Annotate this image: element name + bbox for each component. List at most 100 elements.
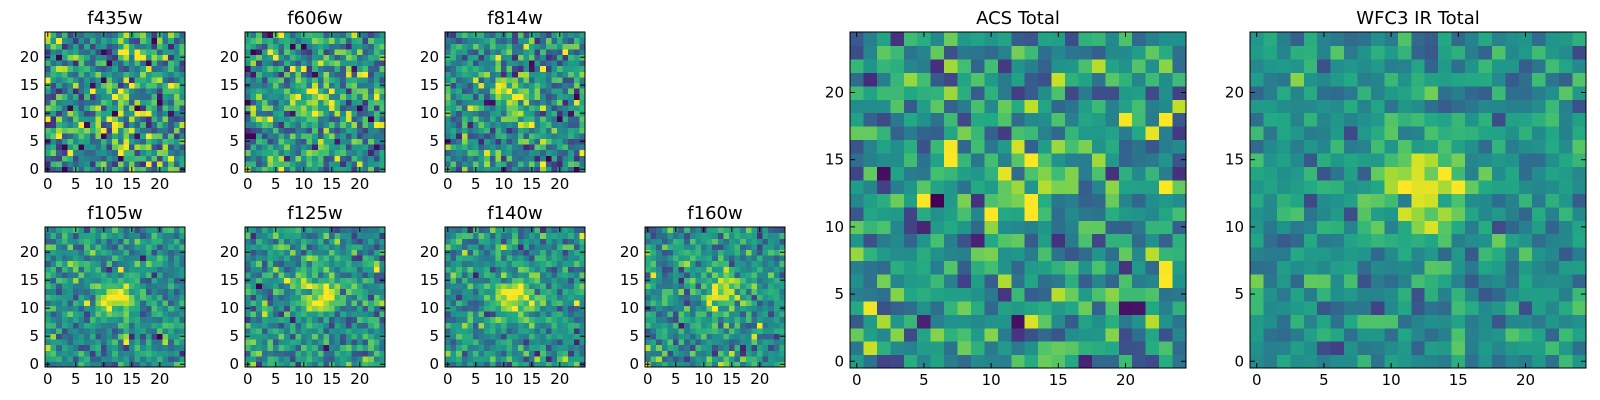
pixel-cell xyxy=(173,299,180,306)
pixel-cell xyxy=(56,82,63,89)
pixel-cell xyxy=(450,227,457,234)
pixel-cell xyxy=(61,37,68,44)
pixel-cell xyxy=(245,71,252,78)
pixel-cell xyxy=(551,311,558,318)
pixel-cell xyxy=(768,283,775,290)
pixel-cell xyxy=(506,144,513,151)
pixel-cell xyxy=(673,294,680,301)
x-tick-label: 10 xyxy=(294,175,313,193)
pixel-cell xyxy=(568,93,575,100)
pixel-cell xyxy=(484,132,491,139)
pixel-cell xyxy=(529,160,536,167)
pixel-cell xyxy=(970,273,985,288)
pixel-cell xyxy=(168,266,175,273)
pixel-cell xyxy=(673,316,680,323)
pixel-cell xyxy=(517,333,524,340)
pixel-cell xyxy=(61,243,68,250)
pixel-cell xyxy=(284,283,291,290)
pixel-cell xyxy=(495,116,502,123)
pixel-cell xyxy=(450,238,457,245)
pixel-cell xyxy=(461,299,468,306)
pixel-cell xyxy=(379,48,386,55)
pixel-cell xyxy=(323,48,330,55)
pixel-cell xyxy=(495,344,502,351)
pixel-cell xyxy=(734,344,741,351)
pixel-cell xyxy=(890,260,905,275)
pixel-cell xyxy=(1011,300,1026,315)
pixel-cell xyxy=(67,283,74,290)
pixel-cell xyxy=(562,71,569,78)
pixel-cell xyxy=(450,65,457,72)
pixel-cell xyxy=(67,316,74,323)
pixel-cell xyxy=(117,350,124,357)
pixel-cell xyxy=(368,138,375,145)
pixel-cell xyxy=(50,104,57,111)
pixel-cell xyxy=(461,350,468,357)
pixel-cell xyxy=(101,48,108,55)
pixel-cell xyxy=(944,327,959,342)
pixel-cell xyxy=(50,283,57,290)
pixel-cell xyxy=(84,116,91,123)
pixel-cell xyxy=(56,71,63,78)
pixel-cell xyxy=(517,232,524,239)
pixel-cell xyxy=(340,299,347,306)
pixel-cell xyxy=(345,271,352,278)
pixel-cell xyxy=(173,144,180,151)
pixel-cell xyxy=(645,232,652,239)
pixel-cell xyxy=(484,116,491,123)
pixel-cell xyxy=(256,271,263,278)
pixel-cell xyxy=(61,104,68,111)
pixel-cell xyxy=(495,71,502,78)
pixel-cell xyxy=(245,48,252,55)
pixel-cell xyxy=(145,132,152,139)
pixel-cell xyxy=(523,260,530,267)
pixel-cell xyxy=(179,76,186,83)
pixel-cell xyxy=(50,344,57,351)
pixel-cell xyxy=(473,110,480,117)
pixel-cell xyxy=(495,277,502,284)
pixel-cell xyxy=(495,283,502,290)
pixel-cell xyxy=(273,322,280,329)
pixel-cell xyxy=(379,322,386,329)
pixel-cell xyxy=(751,305,758,312)
pixel-cell xyxy=(78,144,85,151)
pixel-cell xyxy=(106,93,113,100)
pixel-cell xyxy=(362,271,369,278)
pixel-cell xyxy=(250,277,257,284)
pixel-cell xyxy=(970,233,985,248)
pixel-cell xyxy=(295,322,302,329)
pixel-cell xyxy=(78,88,85,95)
pixel-cell xyxy=(545,76,552,83)
pixel-cell xyxy=(484,266,491,273)
pixel-cell xyxy=(661,271,668,278)
pixel-cell xyxy=(461,93,468,100)
pixel-cell xyxy=(56,322,63,329)
pixel-cell xyxy=(557,249,564,256)
y-tick-label: 10 xyxy=(220,104,239,122)
pixel-cell xyxy=(129,65,136,72)
pixel-cell xyxy=(117,54,124,61)
pixel-cell xyxy=(267,104,274,111)
pixel-cell xyxy=(1038,206,1053,221)
pixel-cell xyxy=(301,333,308,340)
pixel-cell xyxy=(1065,179,1080,194)
pixel-cell xyxy=(129,132,136,139)
pixel-cell xyxy=(362,322,369,329)
pixel-cell xyxy=(773,361,780,368)
pixel-cell xyxy=(50,255,57,262)
pixel-cell xyxy=(863,300,878,315)
pixel-cell xyxy=(340,227,347,234)
pixel-cell xyxy=(779,322,786,329)
pixel-cell xyxy=(1091,247,1106,262)
pixel-cell xyxy=(256,132,263,139)
pixel-cell xyxy=(129,288,136,295)
pixel-cell xyxy=(157,43,164,50)
pixel-cell xyxy=(723,327,730,334)
pixel-cell xyxy=(456,232,463,239)
pixel-cell xyxy=(562,350,569,357)
pixel-cell xyxy=(501,138,508,145)
pixel-cell xyxy=(245,160,252,167)
pixel-cell xyxy=(162,350,169,357)
pixel-cell xyxy=(168,166,175,173)
pixel-cell xyxy=(317,160,324,167)
